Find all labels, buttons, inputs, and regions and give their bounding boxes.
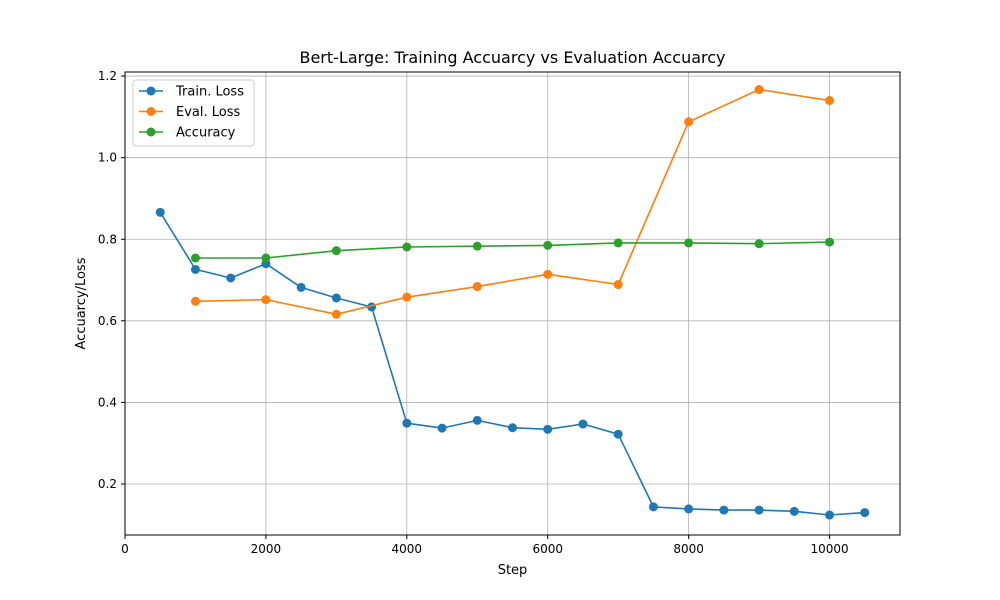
data-point-eval-loss xyxy=(190,296,200,306)
data-point-accuracy xyxy=(331,246,341,256)
legend-marker xyxy=(146,86,156,96)
data-point-accuracy xyxy=(825,237,835,247)
legend-marker xyxy=(146,127,156,137)
data-point-train-loss xyxy=(437,423,447,433)
data-point-eval-loss xyxy=(754,85,764,95)
data-point-train-loss xyxy=(331,293,341,303)
data-point-eval-loss xyxy=(402,292,412,302)
legend-label: Eval. Loss xyxy=(176,105,240,120)
plot-area xyxy=(124,71,901,536)
series-eval-loss xyxy=(190,85,835,319)
data-point-train-loss xyxy=(226,273,236,283)
data-point-train-loss xyxy=(472,415,482,425)
y-axis-label: Accuarcy/Loss xyxy=(74,257,89,349)
y-tick-label: 0.4 xyxy=(98,395,117,409)
data-point-eval-loss xyxy=(543,269,553,279)
legend-box xyxy=(132,79,255,147)
data-point-accuracy xyxy=(261,253,271,263)
series-accuracy xyxy=(190,237,835,263)
series-line-eval-loss xyxy=(195,88,830,316)
data-point-accuracy xyxy=(684,238,694,248)
x-tick-label: 10000 xyxy=(810,542,848,556)
data-point-train-loss xyxy=(402,418,412,428)
y-axis: 0.2 0.4 0.6 0.8 1.0 1.2 xyxy=(98,69,125,491)
data-point-eval-loss xyxy=(613,280,623,290)
data-point-train-loss xyxy=(190,264,200,274)
data-point-accuracy xyxy=(190,253,200,263)
data-point-train-loss xyxy=(825,510,835,520)
data-point-accuracy xyxy=(613,238,623,248)
y-tick-label: 1.0 xyxy=(98,151,117,165)
data-point-train-loss xyxy=(684,504,694,514)
x-tick-label: 8000 xyxy=(673,542,704,556)
legend-marker xyxy=(146,107,156,116)
data-point-accuracy xyxy=(754,239,764,249)
data-point-accuracy xyxy=(472,241,482,251)
plot-background xyxy=(125,72,900,535)
legend-label: Accuracy xyxy=(176,126,236,141)
legend: Train. Loss Eval. Loss Accuracy xyxy=(132,79,255,147)
data-point-train-loss xyxy=(613,429,623,439)
data-point-train-loss xyxy=(754,505,764,515)
data-point-accuracy xyxy=(402,242,412,252)
data-point-eval-loss xyxy=(825,96,835,106)
data-point-train-loss xyxy=(578,419,588,429)
data-point-accuracy xyxy=(543,240,553,250)
grid-lines xyxy=(124,72,900,535)
data-point-train-loss xyxy=(155,207,165,217)
data-point-train-loss xyxy=(789,506,799,516)
x-tick-label: 4000 xyxy=(392,542,423,556)
y-tick-label: 0.8 xyxy=(98,232,117,246)
data-point-train-loss xyxy=(296,282,306,292)
series-line-accuracy xyxy=(195,241,830,259)
x-axis-label: Step xyxy=(498,563,528,578)
y-tick-label: 1.2 xyxy=(98,69,117,83)
y-tick-label: 0.6 xyxy=(98,314,117,328)
legend-label: Train. Loss xyxy=(175,85,244,100)
data-point-train-loss xyxy=(543,424,553,434)
x-tick-label: 0 xyxy=(121,542,129,556)
chart-title: Bert-Large: Training Accuarcy vs Evaluat… xyxy=(299,48,725,67)
series-layer xyxy=(155,85,870,520)
data-point-eval-loss xyxy=(331,309,341,319)
plot-frame xyxy=(124,71,901,536)
data-point-train-loss xyxy=(719,505,729,515)
x-tick-label: 2000 xyxy=(251,542,282,556)
data-point-train-loss xyxy=(648,502,658,512)
x-tick-label: 6000 xyxy=(532,542,563,556)
y-tick-label: 0.2 xyxy=(98,477,117,491)
data-point-eval-loss xyxy=(472,282,482,292)
data-point-eval-loss xyxy=(261,295,271,305)
x-axis: 0 2000 4000 6000 8000 10000 xyxy=(121,535,849,556)
data-point-train-loss xyxy=(860,508,870,518)
data-point-train-loss xyxy=(508,423,517,433)
data-point-eval-loss xyxy=(684,117,694,127)
